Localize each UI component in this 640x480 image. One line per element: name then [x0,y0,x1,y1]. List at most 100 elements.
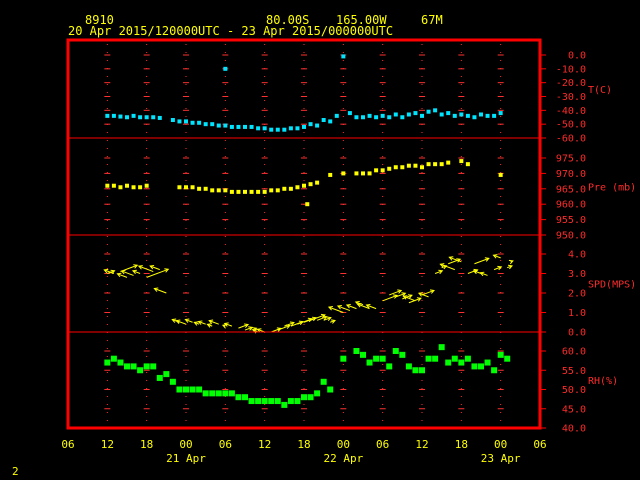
temp-point [380,113,385,118]
wind-vector-head [175,319,181,324]
rh-point [255,398,262,405]
wind-vector [154,288,167,294]
x-tick-label: 18 [455,438,468,451]
x-tick-label: 06 [376,438,389,451]
wind-vector [185,319,193,323]
pres-point [459,159,464,164]
pres-point [111,183,116,188]
rh-point [412,367,419,374]
wind-vector [440,263,455,271]
wind-vector [395,292,406,298]
y-tick-label-wind: 0.0 [568,328,586,339]
x-tick-label: 00 [179,438,192,451]
temp-point [223,123,228,128]
rh-point [425,355,432,362]
x-tick-label: 18 [297,438,310,451]
wind-vector [121,270,134,276]
wind-vector-head [289,321,295,326]
temp-point [282,127,287,132]
rh-point [478,363,484,370]
pres-point [210,188,215,193]
pres-point [315,180,320,185]
pres-point [400,165,405,170]
temp-point [144,115,149,120]
wind-vector-head [149,264,155,270]
pres-point [256,189,261,194]
x-tick-label: 06 [219,438,232,451]
wind-vector-head [479,271,485,277]
wind-vector-head [402,295,408,300]
wind-vector-head [397,289,403,294]
y-tick-label-pres: 960.0 [556,200,586,211]
chart-grid [104,44,504,424]
temp-point [243,124,247,129]
wind-vector-head [484,257,490,262]
rh-point [150,363,157,370]
y-tick-label-pres: 975.0 [556,154,586,165]
wind-vector [146,268,169,278]
rh-point [117,359,124,366]
temp-point [498,111,503,116]
pres-point [387,166,392,171]
temp-point [459,112,464,117]
y-tick-label-rh: 40.0 [562,424,586,435]
temp-point [341,54,346,59]
pres-point [426,162,431,167]
wind-vector-head [320,313,326,319]
pres-point [131,185,136,190]
wind-vector [176,320,187,325]
date-label: 22 Apr [323,452,363,465]
panel-label-wind: SPD(MPS) [588,280,636,291]
y-tick-label-pres: 955.0 [556,215,586,226]
wind-vector-head [208,319,214,324]
rh-point [327,386,334,393]
temp-point [492,113,497,118]
temp-point [452,113,457,118]
temp-point [288,126,293,131]
rh-point [215,390,222,397]
pres-point [374,168,379,173]
pres-point [433,162,438,167]
temp-point [334,113,339,118]
wind-vector [316,316,327,321]
temp-point [433,108,438,113]
panel-label-pres: Pre (mb) [588,183,636,194]
wind-vector-head [417,292,423,297]
temp-point [216,123,221,128]
pres-point [125,183,129,188]
rh-point [340,355,347,362]
pres-point [229,189,234,194]
pres-point [262,189,267,194]
rh-point [432,355,439,362]
wind-vector-head [116,272,122,278]
wind-vector-head [456,258,462,263]
wind-vector-head [153,287,159,292]
pres-point [288,186,293,191]
temp-point [308,122,313,127]
rh-point [235,394,242,401]
y-tick-label-rh: 45.0 [562,404,586,415]
wind-vector-head [407,294,413,299]
x-tick-label: 12 [101,438,114,451]
wind-vector [323,317,332,321]
temp-point [406,112,411,117]
y-tick-label-pres: 950.0 [556,231,586,242]
pres-point [249,189,254,194]
temp-point [210,122,215,127]
pres-point [118,185,123,190]
panel-label-rh: RH(%) [588,376,618,387]
y-tick-label-temp: -10.0 [556,64,586,75]
pres-point [236,189,241,194]
wind-vector-head [438,269,444,275]
wind-vector [403,295,416,302]
wind-vector [448,258,461,265]
rh-point [366,359,373,366]
temp-point [413,111,418,116]
temp-point [177,119,182,124]
temp-point [229,124,234,129]
rh-point [373,355,380,362]
rh-point [196,386,203,393]
wind-vector [418,292,429,298]
y-tick-label-rh: 50.0 [562,385,586,396]
rh-point [104,359,111,366]
